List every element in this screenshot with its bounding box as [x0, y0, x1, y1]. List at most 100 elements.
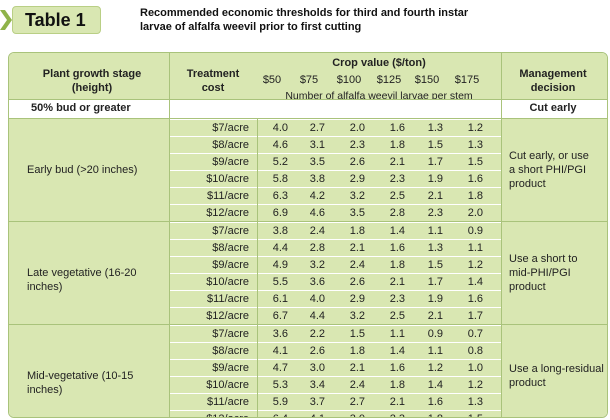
threshold-value: 1.2 — [427, 362, 443, 374]
threshold-value: 6.9 — [272, 207, 288, 219]
column-divider — [257, 119, 258, 417]
table-row: $8/acre 4.6 3.1 2.3 1.8 1.5 1.3 — [169, 136, 501, 153]
threshold-value: 4.6 — [272, 139, 288, 151]
threshold-value: 3.6 — [309, 276, 325, 288]
price-header: $75 — [299, 74, 319, 86]
threshold-value: 2.8 — [309, 242, 325, 254]
caption-line-2: larvae of alfalfa weevil prior to first … — [140, 21, 362, 33]
threshold-value: 1.3 — [427, 122, 443, 134]
decision-band — [501, 222, 607, 324]
threshold-value: 3.2 — [309, 259, 325, 271]
threshold-value: 2.1 — [389, 276, 405, 288]
col-header-stage-line2: (height) — [71, 82, 113, 94]
threshold-value: 2.5 — [389, 310, 405, 322]
threshold-value: 1.1 — [389, 328, 405, 340]
decision-text-line: Use a long-residual — [509, 363, 604, 375]
cost-cell: $12/acre — [206, 310, 249, 322]
threshold-value: 1.7 — [427, 276, 443, 288]
growth-stage-label: Mid-vegetative (10-15 inches) — [27, 370, 134, 396]
threshold-value: 3.0 — [309, 362, 325, 374]
threshold-value: 1.7 — [427, 156, 443, 168]
threshold-value: 2.2 — [309, 328, 325, 340]
decision-band — [501, 119, 607, 221]
table-row: $8/acre 4.1 2.6 1.8 1.4 1.1 0.8 — [169, 342, 501, 359]
threshold-value: 3.7 — [309, 396, 325, 408]
threshold-value: 6.1 — [272, 293, 288, 305]
threshold-value: 1.1 — [467, 242, 483, 254]
threshold-value: 3.0 — [339, 411, 365, 417]
threshold-value: 3.6 — [272, 328, 288, 340]
threshold-value: 2.1 — [389, 396, 405, 408]
col-header-crop-value: Crop value ($/ton) — [332, 57, 426, 69]
threshold-value: 1.5 — [427, 259, 443, 271]
threshold-value: 4.9 — [272, 259, 288, 271]
threshold-value: 2.3 — [389, 173, 405, 185]
threshold-value: 1.2 — [467, 259, 483, 271]
threshold-value: 2.1 — [349, 362, 365, 374]
decision-text-line: a short PHI/PGI — [509, 164, 587, 176]
stage-band — [9, 222, 169, 324]
cost-cell: $11/acre — [207, 293, 249, 305]
cost-cell: $12/acre — [169, 411, 249, 417]
threshold-value: 2.3 — [389, 293, 405, 305]
threshold-value: 2.0 — [349, 122, 365, 134]
caption-line-1: Recommended economic thresholds for thir… — [140, 7, 469, 19]
threshold-value: 2.4 — [349, 379, 365, 391]
threshold-value: 3.5 — [349, 207, 365, 219]
stage-band — [9, 325, 169, 417]
threshold-value: 3.2 — [349, 310, 365, 322]
table-row: $10/acre 5.8 3.8 2.9 2.3 1.9 1.6 — [169, 170, 501, 187]
threshold-value: 2.3 — [427, 207, 443, 219]
threshold-value: 1.8 — [389, 379, 405, 391]
table-row: $11/acre 6.3 4.2 3.2 2.5 2.1 1.8 — [169, 187, 501, 204]
growth-stage-label: Early bud (>20 inches) — [27, 164, 138, 176]
growth-stage-label: Late vegetative (16-20 inches) — [27, 267, 137, 293]
threshold-value: 3.5 — [309, 156, 325, 168]
col-header-cost-line1: Treatment — [186, 68, 240, 80]
threshold-value: 1.1 — [427, 225, 443, 237]
decision-text-line: product — [509, 178, 546, 190]
threshold-value: 1.8 — [389, 259, 405, 271]
price-header: $100 — [336, 74, 362, 86]
threshold-value: 1.0 — [467, 362, 483, 374]
group-divider — [9, 221, 607, 222]
threshold-value: 2.4 — [309, 225, 325, 237]
threshold-value: 1.6 — [389, 362, 405, 374]
threshold-value: 4.6 — [309, 207, 325, 219]
section-row: 50% bud or greater Cut early — [9, 99, 607, 119]
table-row: $12/acre 6.7 4.4 3.2 2.5 2.1 1.7 — [169, 307, 501, 324]
decision-text-line: product — [509, 281, 546, 293]
threshold-value: 1.9 — [427, 293, 443, 305]
threshold-value: 2.9 — [349, 173, 365, 185]
threshold-value: 1.5 — [427, 139, 443, 151]
table-row: $7/acre 4.0 2.7 2.0 1.6 1.3 1.2 — [169, 119, 501, 136]
decision-text-line: product — [509, 377, 546, 389]
table-row: $8/acre 4.4 2.8 2.1 1.6 1.3 1.1 — [169, 239, 501, 256]
cost-cell: $8/acre — [212, 345, 249, 357]
table-row: $11/acre 5.9 3.7 2.7 2.1 1.6 1.3 — [169, 393, 501, 410]
section-decision: Cut early — [529, 102, 577, 114]
threshold-value: 1.5 — [467, 156, 483, 168]
threshold-value: 1.9 — [427, 173, 443, 185]
col-header-stage: Plant growth stage (height) — [17, 67, 167, 95]
threshold-value: 2.1 — [349, 242, 365, 254]
table-row: $12/acre 6.9 4.6 3.5 2.8 2.3 2.0 — [169, 204, 501, 221]
cost-cell: $7/acre — [212, 328, 249, 340]
threshold-value: 2.3 — [379, 411, 405, 417]
threshold-value: 0.7 — [467, 328, 483, 340]
threshold-value: 4.4 — [309, 310, 325, 322]
group-divider — [9, 324, 607, 325]
col-header-decision-line2: decision — [530, 82, 576, 94]
column-divider — [501, 53, 502, 417]
threshold-value: 1.8 — [349, 345, 365, 357]
threshold-value: 1.5 — [457, 411, 483, 417]
cost-cell: $7/acre — [212, 225, 249, 237]
threshold-value: 1.4 — [467, 276, 483, 288]
table-row: $7/acre 3.8 2.4 1.8 1.4 1.1 0.9 — [169, 222, 501, 239]
cost-cell: $11/acre — [207, 190, 249, 202]
threshold-value: 4.2 — [309, 190, 325, 202]
col-header-cost-line2: cost — [201, 82, 225, 94]
decision-text-line: mid-PHI/PGI — [509, 267, 571, 279]
threshold-value: 2.6 — [309, 345, 325, 357]
